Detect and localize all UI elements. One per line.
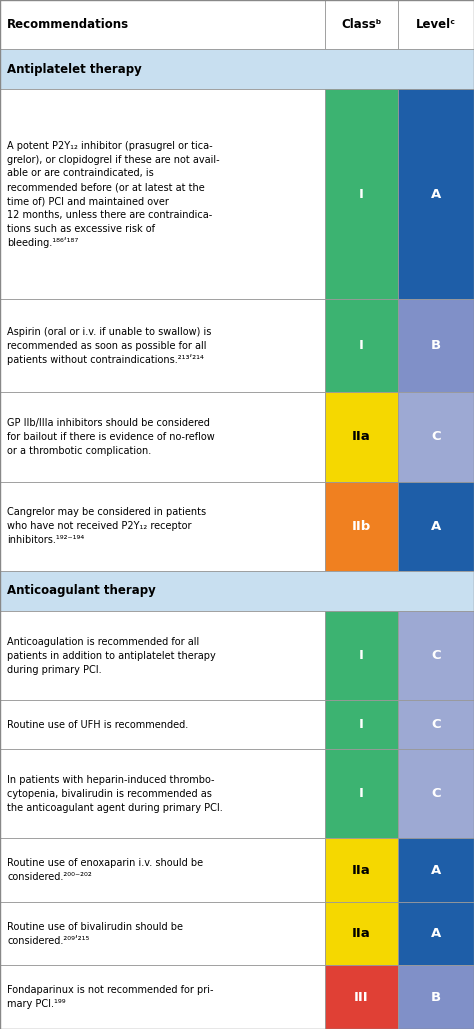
Text: A potent P2Y₁₂ inhibitor (prasugrel or tica-: A potent P2Y₁₂ inhibitor (prasugrel or t… (7, 141, 213, 150)
Bar (0, 392, 325, 482)
Text: Antiplatelet therapy: Antiplatelet therapy (7, 63, 142, 75)
Text: I: I (359, 787, 364, 801)
Text: Anticoagulant therapy: Anticoagulant therapy (7, 584, 156, 598)
Text: tions such as excessive risk of: tions such as excessive risk of (7, 224, 155, 234)
Bar (398, 839, 474, 901)
Bar (398, 611, 474, 701)
Text: cytopenia, bivalirudin is recommended as: cytopenia, bivalirudin is recommended as (7, 789, 212, 799)
Bar (398, 482, 474, 571)
Text: 12 months, unless there are contraindica-: 12 months, unless there are contraindica… (7, 210, 212, 220)
Text: A: A (431, 863, 441, 877)
Text: recommended before (or at latest at the: recommended before (or at latest at the (7, 182, 205, 192)
Text: B: B (431, 991, 441, 1003)
Bar (0, 0, 325, 49)
Bar (398, 965, 474, 1029)
Bar (0, 701, 325, 749)
Bar (325, 482, 398, 571)
Text: I: I (359, 340, 364, 352)
Bar (398, 299, 474, 392)
Bar (398, 701, 474, 749)
Text: IIa: IIa (352, 430, 371, 443)
Text: A: A (431, 188, 441, 201)
Text: C: C (431, 430, 441, 443)
Bar (0, 965, 325, 1029)
Text: recommended as soon as possible for all: recommended as soon as possible for all (7, 341, 207, 351)
Text: IIa: IIa (352, 927, 371, 941)
Text: GP IIb/IIIa inhibitors should be considered: GP IIb/IIIa inhibitors should be conside… (7, 418, 210, 428)
Text: considered.²⁰⁰⁻²⁰²: considered.²⁰⁰⁻²⁰² (7, 872, 92, 882)
Bar (398, 90, 474, 299)
Bar (0, 482, 325, 571)
Text: Aspirin (oral or i.v. if unable to swallow) is: Aspirin (oral or i.v. if unable to swall… (7, 327, 211, 336)
Bar (398, 901, 474, 965)
Bar (0, 49, 474, 90)
Text: B: B (431, 340, 441, 352)
Text: mary PCI.¹⁹⁹: mary PCI.¹⁹⁹ (7, 999, 66, 1009)
Bar (0, 90, 325, 299)
Text: Classᵇ: Classᵇ (341, 17, 382, 31)
Text: able or are contraindicated, is: able or are contraindicated, is (7, 169, 154, 178)
Text: Fondaparinux is not recommended for pri-: Fondaparinux is not recommended for pri- (7, 986, 214, 995)
Text: IIb: IIb (352, 520, 371, 533)
Text: A: A (431, 927, 441, 941)
Bar (398, 0, 474, 49)
Text: C: C (431, 718, 441, 732)
Text: patients in addition to antiplatelet therapy: patients in addition to antiplatelet the… (7, 650, 216, 661)
Bar (325, 901, 398, 965)
Text: the anticoagulant agent during primary PCI.: the anticoagulant agent during primary P… (7, 803, 223, 813)
Text: considered.²⁰⁹ʹ²¹⁵: considered.²⁰⁹ʹ²¹⁵ (7, 935, 90, 946)
Bar (325, 839, 398, 901)
Bar (0, 749, 325, 839)
Text: Cangrelor may be considered in patients: Cangrelor may be considered in patients (7, 507, 206, 518)
Text: III: III (354, 991, 369, 1003)
Text: for bailout if there is evidence of no-reflow: for bailout if there is evidence of no-r… (7, 432, 215, 441)
Text: I: I (359, 188, 364, 201)
Text: C: C (431, 649, 441, 662)
Text: I: I (359, 718, 364, 732)
Text: In patients with heparin-induced thrombo-: In patients with heparin-induced thrombo… (7, 775, 215, 785)
Text: who have not received P2Y₁₂ receptor: who have not received P2Y₁₂ receptor (7, 521, 191, 531)
Text: A: A (431, 520, 441, 533)
Text: or a thrombotic complication.: or a thrombotic complication. (7, 446, 151, 456)
Text: inhibitors.¹⁹²⁻¹⁹⁴: inhibitors.¹⁹²⁻¹⁹⁴ (7, 535, 84, 545)
Text: Levelᶜ: Levelᶜ (416, 17, 456, 31)
Bar (398, 749, 474, 839)
Bar (0, 571, 474, 611)
Text: Routine use of bivalirudin should be: Routine use of bivalirudin should be (7, 922, 183, 931)
Text: I: I (359, 649, 364, 662)
Text: C: C (431, 787, 441, 801)
Text: IIa: IIa (352, 863, 371, 877)
Bar (325, 611, 398, 701)
Text: patients without contraindications.²¹³ʹ²¹⁴: patients without contraindications.²¹³ʹ²… (7, 354, 204, 365)
Text: grelor), or clopidogrel if these are not avail-: grelor), or clopidogrel if these are not… (7, 154, 220, 165)
Text: Recommendations: Recommendations (7, 17, 129, 31)
Bar (325, 299, 398, 392)
Bar (325, 965, 398, 1029)
Bar (0, 901, 325, 965)
Text: time of) PCI and maintained over: time of) PCI and maintained over (7, 197, 169, 206)
Bar (0, 611, 325, 701)
Bar (325, 90, 398, 299)
Bar (0, 839, 325, 901)
Text: Anticoagulation is recommended for all: Anticoagulation is recommended for all (7, 637, 200, 647)
Text: Routine use of UFH is recommended.: Routine use of UFH is recommended. (7, 719, 188, 730)
Text: bleeding.¹⁸⁶ʹ¹⁸⁷: bleeding.¹⁸⁶ʹ¹⁸⁷ (7, 238, 78, 248)
Bar (325, 701, 398, 749)
Bar (325, 0, 398, 49)
Text: during primary PCI.: during primary PCI. (7, 665, 102, 675)
Bar (0, 299, 325, 392)
Bar (398, 392, 474, 482)
Bar (325, 392, 398, 482)
Bar (325, 749, 398, 839)
Text: Routine use of enoxaparin i.v. should be: Routine use of enoxaparin i.v. should be (7, 858, 203, 868)
